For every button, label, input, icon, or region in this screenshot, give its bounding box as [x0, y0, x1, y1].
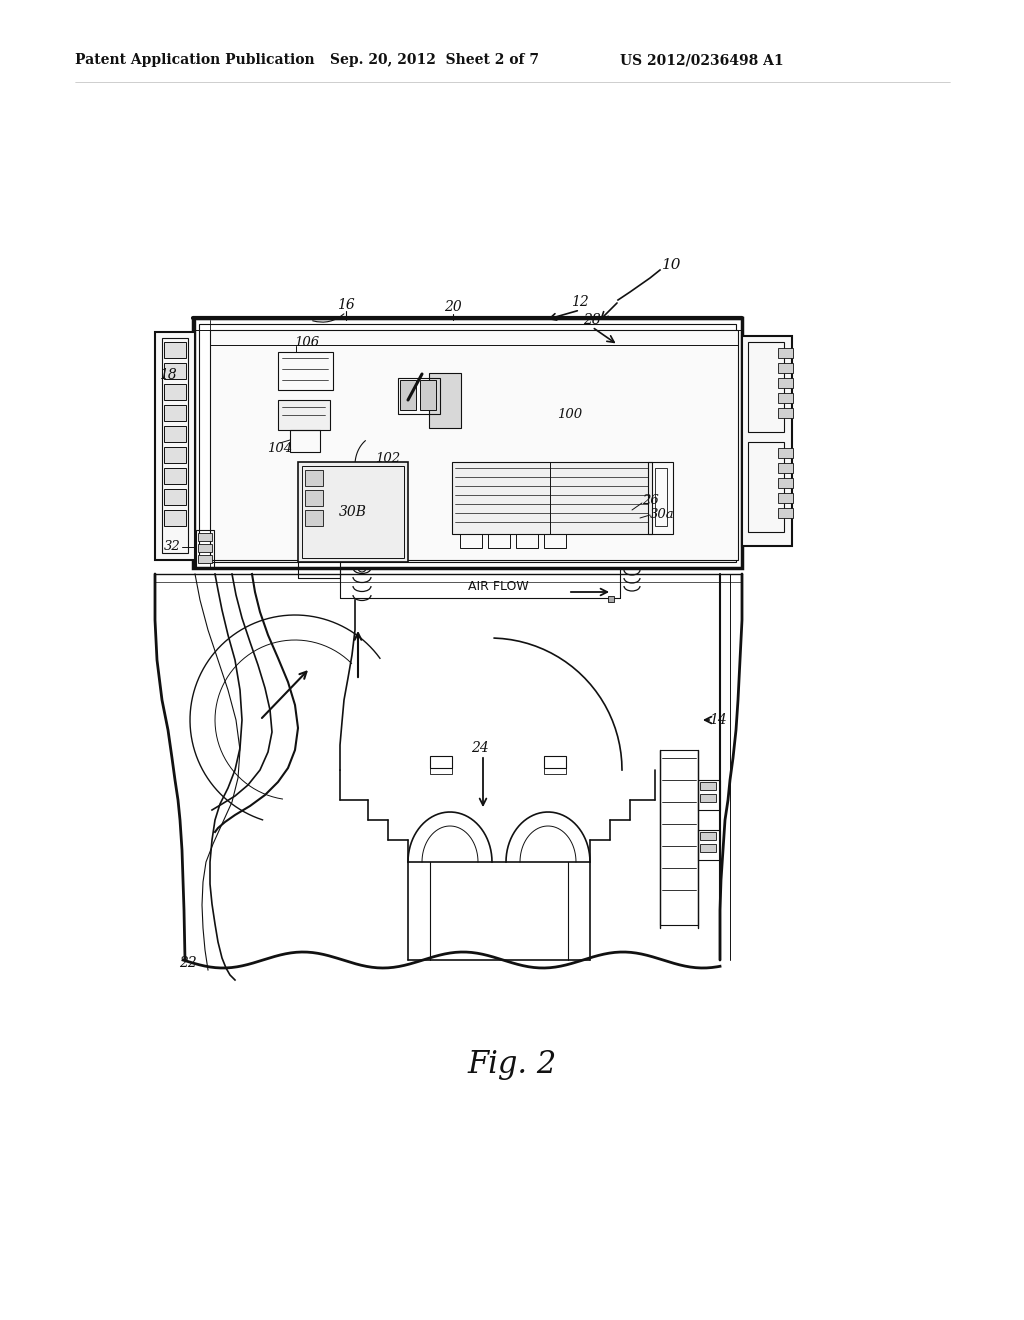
Bar — [655, 469, 667, 525]
Bar — [698, 780, 720, 810]
Bar — [778, 447, 793, 458]
Text: AIR FLOW: AIR FLOW — [468, 581, 528, 594]
Bar — [778, 463, 793, 473]
Text: Sep. 20, 2012  Sheet 2 of 7: Sep. 20, 2012 Sheet 2 of 7 — [330, 53, 539, 67]
Text: 102: 102 — [376, 451, 400, 465]
Bar — [544, 535, 566, 548]
Bar — [164, 405, 186, 421]
Bar — [164, 469, 186, 484]
Text: 104: 104 — [267, 441, 293, 454]
Bar — [164, 426, 186, 442]
Bar — [164, 447, 186, 463]
Bar — [196, 531, 214, 568]
Text: 12: 12 — [571, 294, 589, 309]
Bar — [278, 400, 330, 430]
Bar — [778, 363, 793, 374]
Bar — [778, 408, 793, 418]
Bar — [198, 554, 212, 564]
Bar — [460, 535, 482, 548]
Bar — [700, 832, 716, 840]
Bar — [210, 330, 738, 560]
Text: 30a: 30a — [649, 508, 675, 521]
Ellipse shape — [429, 366, 461, 380]
Bar — [778, 393, 793, 403]
Bar — [199, 323, 736, 562]
Bar — [700, 843, 716, 851]
Bar — [164, 363, 186, 379]
Text: 24: 24 — [471, 741, 488, 755]
Text: 30B: 30B — [339, 506, 367, 519]
Bar — [198, 533, 212, 541]
Bar — [700, 795, 716, 803]
Bar — [305, 490, 323, 506]
Circle shape — [417, 368, 427, 378]
Bar — [648, 462, 673, 535]
Text: 100: 100 — [557, 408, 583, 421]
Bar — [164, 488, 186, 506]
Text: 14: 14 — [710, 713, 727, 727]
Text: 20: 20 — [444, 300, 462, 314]
Bar — [452, 462, 652, 535]
Text: Fig. 2: Fig. 2 — [467, 1049, 557, 1081]
Bar — [660, 750, 698, 925]
Bar — [164, 510, 186, 525]
Bar — [430, 768, 452, 774]
Bar — [162, 338, 188, 553]
Bar — [155, 333, 195, 560]
Bar — [778, 378, 793, 388]
Bar — [778, 348, 793, 358]
Bar — [608, 597, 614, 602]
Bar — [544, 756, 566, 768]
Text: 10: 10 — [663, 257, 682, 272]
Bar — [198, 544, 212, 552]
Text: 28: 28 — [583, 313, 601, 327]
Bar — [742, 337, 792, 546]
Bar — [698, 830, 720, 861]
Bar — [278, 352, 333, 389]
Bar — [193, 318, 742, 568]
Bar — [298, 462, 408, 562]
Bar — [778, 508, 793, 517]
Bar — [778, 492, 793, 503]
Bar — [430, 756, 452, 768]
Bar — [778, 478, 793, 488]
Bar — [398, 378, 440, 414]
Bar — [164, 384, 186, 400]
Bar — [429, 374, 461, 428]
Bar — [748, 342, 784, 432]
Text: 32: 32 — [164, 540, 180, 553]
Bar — [164, 342, 186, 358]
Text: 18: 18 — [159, 368, 177, 381]
Bar — [700, 781, 716, 789]
Bar — [400, 380, 416, 411]
Text: US 2012/0236498 A1: US 2012/0236498 A1 — [620, 53, 783, 67]
Bar — [305, 510, 323, 525]
Text: 106: 106 — [295, 335, 319, 348]
Circle shape — [470, 364, 474, 368]
Bar — [302, 466, 404, 558]
Text: 16: 16 — [337, 298, 355, 312]
Bar — [305, 470, 323, 486]
Text: Patent Application Publication: Patent Application Publication — [75, 53, 314, 67]
Bar — [516, 535, 538, 548]
Bar — [544, 768, 566, 774]
Bar — [488, 535, 510, 548]
Bar — [420, 380, 436, 411]
Bar — [290, 430, 319, 451]
Bar — [748, 442, 784, 532]
Text: 22: 22 — [179, 956, 197, 970]
Text: 26: 26 — [642, 494, 658, 507]
Ellipse shape — [429, 421, 461, 436]
